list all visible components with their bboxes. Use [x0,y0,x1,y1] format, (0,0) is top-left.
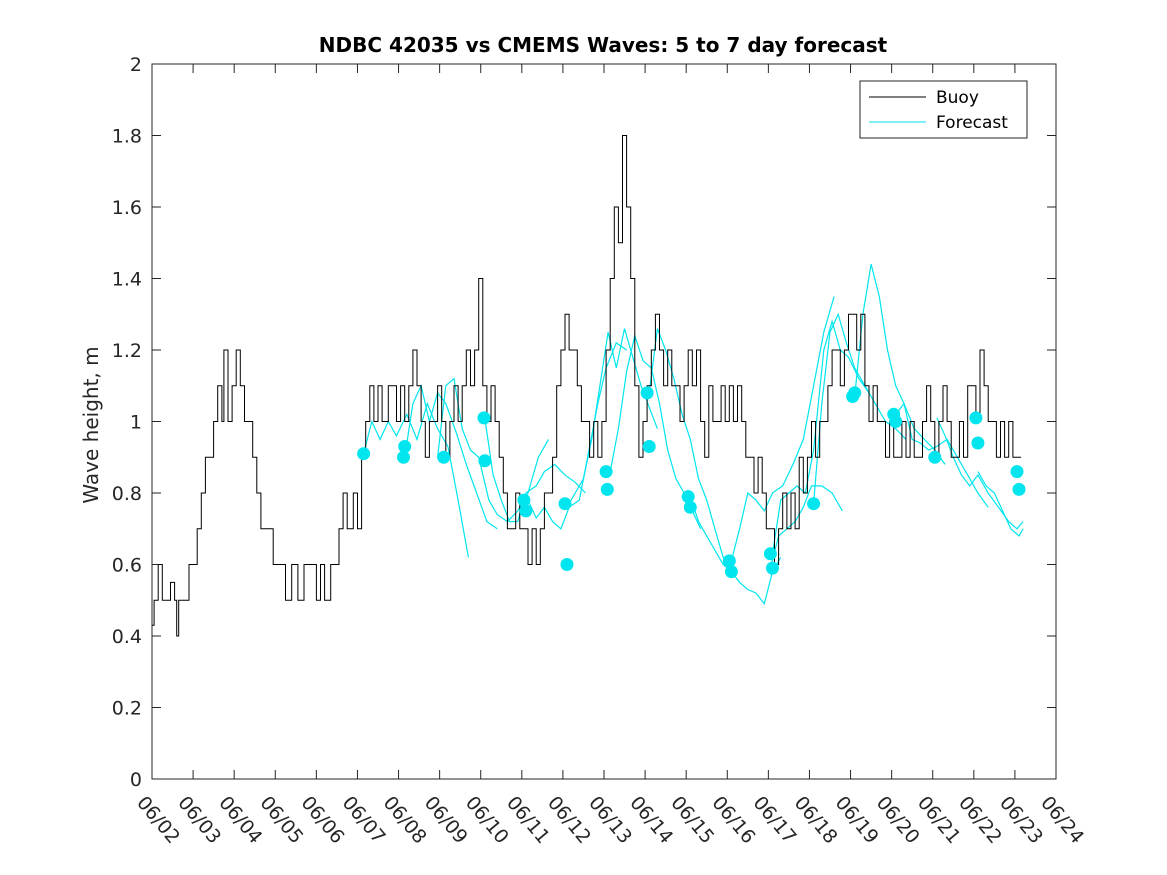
forecast-marker [600,482,614,496]
x-tick-label: 06/08 [379,792,431,848]
forecast-line [771,319,870,554]
x-tick-label: 06/16 [707,792,759,848]
y-tick-label: 0.8 [112,483,142,505]
forecast-marker [642,440,656,453]
forecast-marker [478,454,492,468]
forecast-marker [724,565,738,579]
x-tick-label: 06/20 [872,792,924,848]
y-tick-label: 1.8 [112,126,142,148]
forecast-line [648,328,732,565]
x-tick-label: 06/07 [338,792,390,848]
forecast-marker [1010,465,1024,479]
x-tick-label: 06/17 [749,792,801,848]
forecast-marker [971,436,985,450]
y-tick-label: 1.2 [112,340,142,362]
y-tick-label: 2 [130,54,142,76]
forecast-marker [519,504,533,518]
forecast-line [689,496,782,606]
y-tick-label: 0 [130,769,142,791]
forecast-marker [681,490,695,504]
forecast-marker-layer [357,386,1026,579]
x-tick-label: 06/15 [666,792,718,848]
x-tick-label: 06/06 [297,792,349,848]
legend: Buoy Forecast [859,80,1028,139]
forecast-marker [477,411,491,425]
forecast-marker [398,440,412,453]
forecast-line [404,383,498,530]
forecast-marker [397,450,410,464]
forecast-marker [928,450,942,464]
forecast-marker [437,450,451,464]
forecast-line [936,417,1024,530]
forecast-line [854,264,946,465]
forecast-marker [599,465,613,479]
x-tick-label: 06/24 [1036,792,1088,848]
forecast-marker [766,561,779,575]
forecast-line [769,485,843,569]
x-tick-label: 06/22 [954,792,1006,848]
forecast-marker [517,493,531,507]
forecast-marker [763,547,777,561]
forecast-line [484,417,586,523]
x-tick-label: 06/04 [214,792,266,848]
forecast-line [730,296,835,562]
forecast-line [895,402,989,508]
x-tick-label: 06/21 [913,792,965,848]
y-tick-label: 1 [130,412,142,434]
forecast-marker [807,497,821,511]
forecast-marker [640,386,654,400]
x-tick-label: 06/23 [995,792,1047,848]
forecast-line [813,312,907,504]
forecast-marker [683,500,697,514]
y-tick-label: 1.4 [112,269,142,291]
forecast-marker [1012,482,1026,496]
legend-buoy-label: Buoy [936,88,979,108]
chart-title: NDBC 42035 vs CMEMS Waves: 5 to 7 day fo… [319,33,888,57]
x-tick-label: 06/14 [625,792,677,848]
x-tick-label: 06/05 [255,792,307,848]
y-axis-ticks: 0 0.2 0.4 0.6 0.8 1 1.2 1.4 1.6 1.8 2 [112,54,1056,791]
x-tick-label: 06/19 [831,792,883,848]
x-tick-label: 06/13 [584,792,636,848]
forecast-line [437,377,550,523]
series-layer [152,135,1024,637]
forecast-line [527,341,627,530]
x-tick-label: 06/09 [420,792,472,848]
forecast-marker [889,415,903,428]
y-tick-label: 0.2 [112,698,142,720]
x-tick-label: 06/03 [173,792,225,848]
forecast-marker [558,497,572,511]
x-tick-label: 06/02 [132,792,184,848]
forecast-line [977,471,1024,537]
legend-forecast-label: Forecast [936,113,1008,133]
x-tick-label: 06/10 [461,792,513,848]
y-tick-label: 0.6 [112,555,142,577]
x-tick-label: 06/12 [543,792,595,848]
x-tick-label: 06/11 [502,792,554,848]
forecast-marker [560,558,574,571]
y-tick-label: 1.6 [112,197,142,219]
legend-box [859,80,1028,139]
buoy-line [152,135,1022,637]
forecast-marker [969,411,983,425]
y-tick-label: 0.4 [112,626,142,648]
y-axis-label: Wave height, m [79,346,103,503]
forecast-marker [848,386,862,400]
x-tick-label: 06/18 [790,792,842,848]
forecast-marker [357,447,371,461]
forecast-marker [722,554,736,568]
